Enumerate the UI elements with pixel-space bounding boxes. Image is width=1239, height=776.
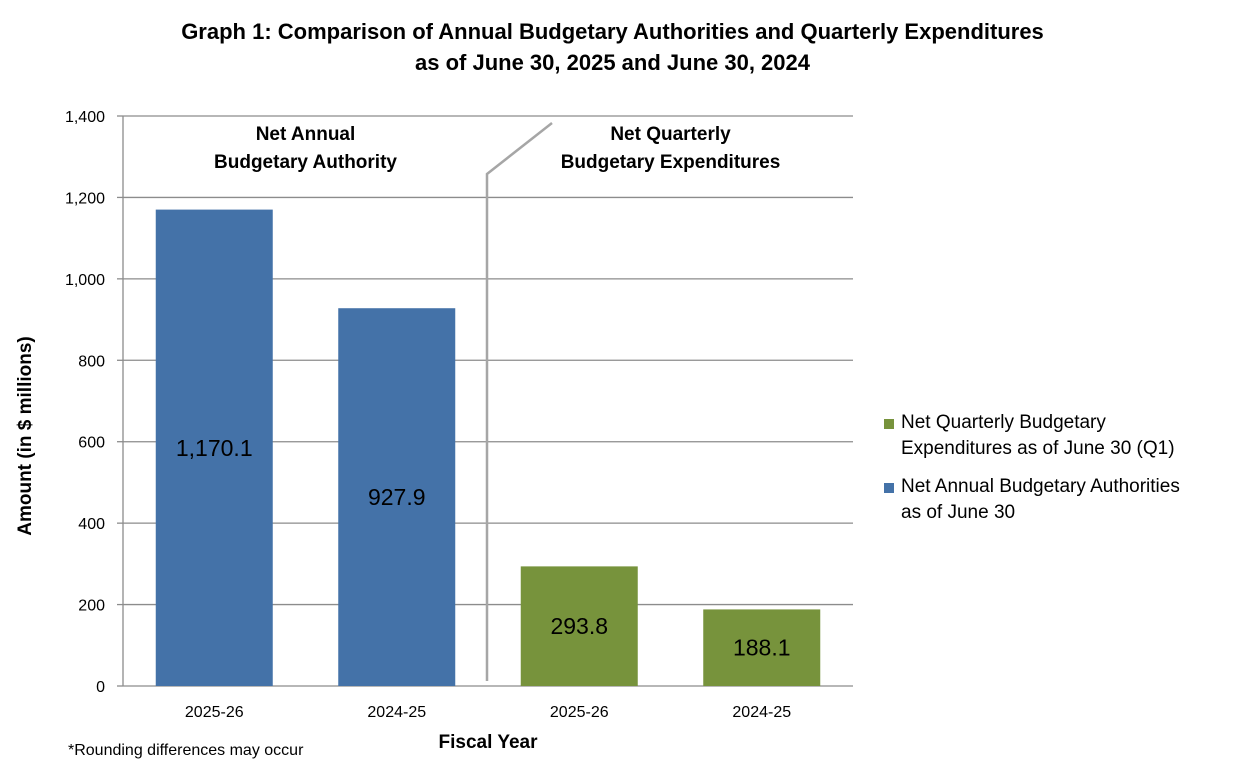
data-label: 293.8: [550, 613, 608, 639]
group-divider-line: [485, 122, 553, 681]
legend-label-line: Expenditures as of June 30 (Q1): [901, 438, 1175, 459]
x-tick-label: 2025-26: [185, 704, 244, 721]
legend-label-line: as of June 30: [901, 502, 1016, 523]
y-tick-label: 1,200: [65, 190, 105, 207]
group-label: Net Quarterly: [610, 124, 731, 145]
y-tick-label: 1,400: [65, 109, 105, 126]
chart-title-line-2: as of June 30, 2025 and June 30, 2024: [415, 50, 810, 75]
bar: [703, 609, 821, 686]
group-label: Budgetary Expenditures: [561, 152, 781, 173]
legend-swatch-quarterly: [884, 419, 894, 429]
data-label: 1,170.1: [176, 435, 253, 461]
y-tick-label: 600: [78, 435, 105, 452]
y-tick-label: 200: [78, 598, 105, 615]
bar: [520, 566, 638, 686]
legend-label-line: Net Quarterly Budgetary: [901, 412, 1106, 433]
group-label: Net Annual: [256, 124, 356, 145]
legend-swatch-annual: [884, 483, 894, 493]
y-tick-label: 0: [96, 679, 105, 696]
y-tick-label: 1,000: [65, 272, 105, 289]
chart-title-line-1: Graph 1: Comparison of Annual Budgetary …: [181, 19, 1044, 44]
y-tick-label: 400: [78, 516, 105, 533]
legend-item-quarterly: Net Quarterly Budgetary Expenditures as …: [884, 410, 1234, 462]
footnote: *Rounding differences may occur: [68, 742, 304, 759]
y-axis-title: Amount (in $ millions): [15, 336, 36, 536]
x-tick-label: 2024-25: [732, 704, 791, 721]
data-label: 927.9: [368, 484, 426, 510]
bar: [155, 209, 273, 686]
group-label: Budgetary Authority: [214, 152, 397, 173]
legend: Net Quarterly Budgetary Expenditures as …: [884, 410, 1234, 538]
chart-title: Graph 1: Comparison of Annual Budgetary …: [0, 16, 1225, 78]
bar: [338, 308, 456, 686]
data-label: 188.1: [733, 635, 791, 661]
x-tick-label: 2024-25: [367, 704, 426, 721]
x-axis-title: Fiscal Year: [439, 732, 539, 753]
y-tick-label: 800: [78, 353, 105, 370]
legend-label-line: Net Annual Budgetary Authorities: [901, 476, 1180, 497]
x-tick-label: 2025-26: [550, 704, 609, 721]
legend-item-annual: Net Annual Budgetary Authorities as of J…: [884, 474, 1234, 526]
